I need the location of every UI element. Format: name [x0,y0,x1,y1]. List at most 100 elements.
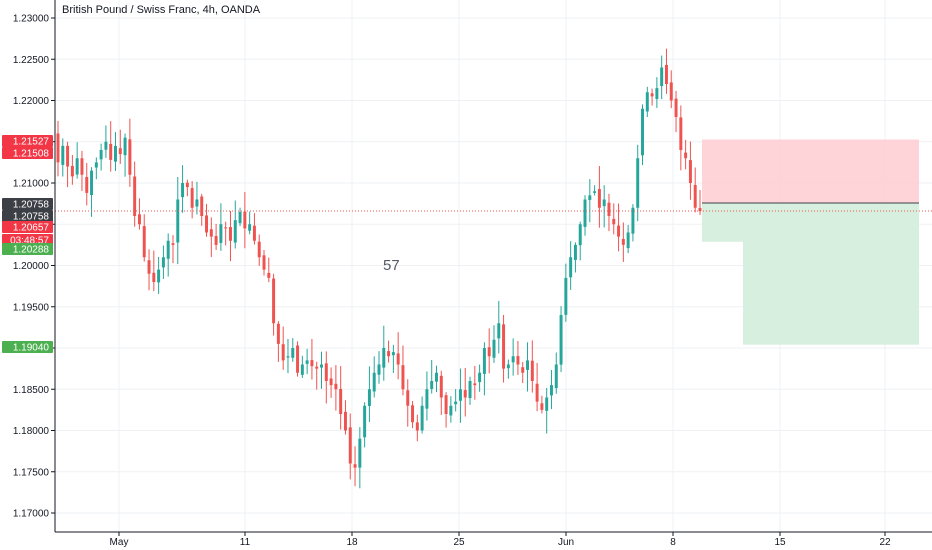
candle-body [185,182,189,188]
candle-body [233,220,237,243]
price-tag[interactable]: 1.21527 [2,135,53,148]
candle [674,90,678,133]
candle [415,414,419,442]
candle-body [99,150,103,160]
candle-body [569,257,573,278]
candle-body [334,383,338,390]
candle [396,332,400,380]
candle-body [61,145,65,165]
candle-body [56,133,60,163]
price-tag[interactable]: 1.20657 [2,221,53,234]
candle [411,401,415,429]
candle-body [128,139,132,175]
candle [482,342,486,396]
candle-body [276,323,280,344]
y-tick-label: 1.17500 [13,467,50,478]
take-profit-zone [743,202,919,345]
y-tick-label: 1.19500 [13,302,50,313]
price-tags[interactable]: 1.215271.215081.207581.207581.2065703:48… [2,135,53,354]
candle [454,389,458,412]
candle [430,359,434,394]
x-tick-label: 25 [453,537,465,548]
candle-body [281,344,285,361]
candle [602,185,606,228]
candle-body [597,188,601,208]
x-tick-label: 15 [774,537,786,548]
candle [588,179,592,223]
candle [358,427,362,489]
candle-body [444,395,448,414]
price-tag-box [2,221,53,233]
candle-body [526,360,530,370]
candle [631,204,635,242]
price-tag[interactable]: 1.20758 [2,198,53,211]
price-tag[interactable]: 1.19040 [2,341,53,354]
candle [109,121,113,172]
candle-body [669,82,673,101]
price-tag-label: 1.20758 [13,200,50,211]
candle [516,341,520,375]
price-axis: 1.230001.225001.220001.215001.210001.205… [13,0,56,532]
candle [343,400,347,435]
candle [655,77,659,108]
candle [114,132,117,171]
candle [645,86,649,118]
candle-body [473,383,477,386]
price-tag-label: 1.20758 [13,212,50,223]
candle [506,359,510,379]
candle-body [200,196,204,216]
candle [363,402,367,448]
price-tag-label: 1.19040 [13,343,50,354]
price-tag-box [2,341,53,353]
x-tick-label: Jun [558,537,574,548]
candle [693,167,697,213]
candle [195,181,199,215]
candle [152,250,156,292]
candle [147,249,151,291]
candle [492,325,496,363]
candle-body [502,324,506,369]
candle [99,143,103,171]
candle-body [631,207,635,234]
candle-body [137,214,141,225]
price-tag[interactable]: 1.20758 [2,210,53,223]
candle [353,446,357,487]
candle [104,125,108,158]
candle [176,177,180,265]
candle-body [142,226,146,258]
candle-body [214,236,218,245]
candle-body [593,191,597,193]
candle [669,70,673,109]
y-tick-label: 1.21000 [13,179,50,190]
candle-body [487,347,491,357]
candle-body [358,438,362,468]
candle-body [94,162,98,168]
y-tick-label: 1.17000 [13,509,50,520]
candle [387,340,391,363]
candle-body [219,224,223,243]
candles [56,48,702,489]
candle-body [391,352,395,356]
candle-body [645,92,649,112]
candle [171,235,175,264]
candle-body [458,389,462,401]
candle [118,129,122,164]
candle [573,242,577,273]
price-tag[interactable]: 1.20288 [2,243,53,256]
candle [569,241,573,290]
candle [549,369,553,410]
candle [679,105,683,171]
candle [367,366,371,423]
candle [463,368,467,417]
candle [554,352,558,394]
candle-body [688,160,692,183]
candle [636,144,640,222]
candle [641,104,644,166]
candle [272,273,276,336]
candle [334,365,338,411]
candle-body [243,211,247,229]
candle-body [679,117,683,150]
candle-body [272,278,276,324]
price-tag[interactable]: 1.21508 [2,147,53,160]
